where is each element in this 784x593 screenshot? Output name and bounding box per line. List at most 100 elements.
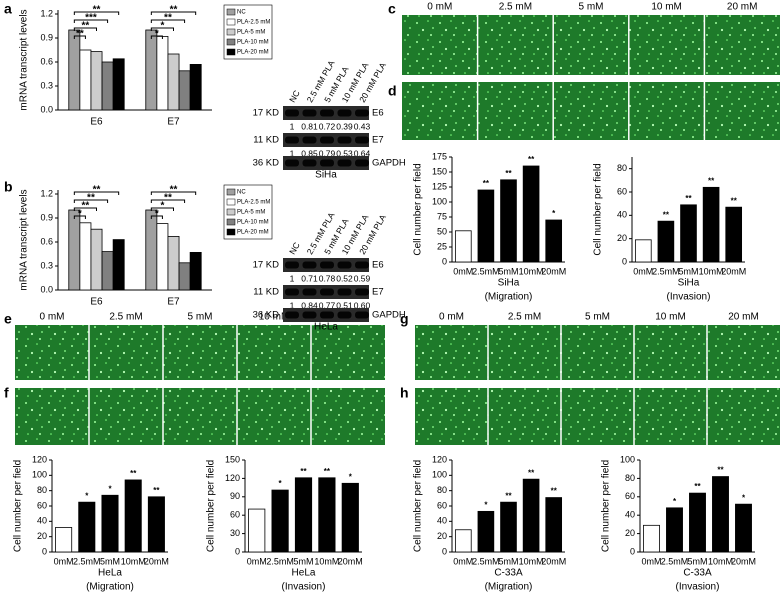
y-tick-label: 120 xyxy=(432,454,447,464)
band-ratio: 0.59 xyxy=(354,273,371,283)
y-tick-label: 75 xyxy=(437,211,447,221)
bar xyxy=(318,477,336,553)
significance-label: * xyxy=(673,497,677,506)
band-ratio: 0.84 xyxy=(301,300,318,310)
panel-letter: g xyxy=(400,311,409,327)
x-tick-label: 10mM xyxy=(519,556,544,566)
legend-label: NC xyxy=(237,10,246,16)
lane-label: NC xyxy=(287,88,302,104)
y-tick-label: 0.6 xyxy=(40,56,53,66)
x-tick-label: 0mM xyxy=(54,556,74,566)
bar xyxy=(725,206,743,263)
micrograph-row xyxy=(415,388,780,445)
blot-band xyxy=(337,261,352,269)
y-axis-label: Cell number per field xyxy=(593,163,604,255)
column-label: 10 mM xyxy=(655,312,686,323)
bar xyxy=(68,29,81,111)
blot-band xyxy=(285,109,299,117)
band-ratio: 1 xyxy=(290,300,295,310)
x-tick-label: 5mM xyxy=(294,556,314,566)
y-tick-label: 80 xyxy=(437,485,447,495)
significance-label: * xyxy=(160,21,164,32)
bar xyxy=(341,482,359,553)
blot-band xyxy=(320,109,334,117)
blot-band xyxy=(302,311,317,319)
legend-label: PLA-5 mM xyxy=(237,210,265,216)
x-tick-label: 0mM xyxy=(453,556,473,566)
chart-caption: (Migration) xyxy=(485,292,533,303)
significance-label: * xyxy=(552,209,556,218)
significance-bracket xyxy=(150,207,174,211)
legend-swatch xyxy=(226,198,236,206)
column-label: 5 mM xyxy=(585,312,610,323)
x-tick-label: 2.5mM xyxy=(73,556,101,566)
bar xyxy=(101,61,114,111)
bar xyxy=(156,36,169,111)
significance-label: ** xyxy=(76,29,84,40)
blot-band xyxy=(302,136,317,144)
y-axis-label: mRNA transcript levels xyxy=(19,189,30,290)
x-tick-label: 5mM xyxy=(688,556,708,566)
significance-label: * xyxy=(108,484,112,493)
bar xyxy=(147,496,165,553)
legend-label: PLA-2.5 mM xyxy=(237,200,270,206)
x-tick-label: 5mM xyxy=(100,556,120,566)
bar xyxy=(79,49,92,111)
chart-caption: (Invasion) xyxy=(676,582,720,593)
protein-name: E6 xyxy=(372,260,384,271)
significance-label: * xyxy=(484,500,488,509)
significance-bracket xyxy=(150,19,186,23)
x-axis-label: C-33A xyxy=(494,568,523,579)
column-label: 20 mM xyxy=(727,2,758,13)
column-label: 5 mM xyxy=(579,2,604,13)
legend-label: PLA-5 mM xyxy=(237,30,265,36)
significance-bracket xyxy=(73,19,109,23)
x-tick-label: 5mM xyxy=(679,266,699,276)
bar xyxy=(156,223,169,291)
blot-band xyxy=(302,159,317,167)
significance-label: ** xyxy=(93,185,101,196)
bar xyxy=(545,497,563,553)
column-label: 2.5 mM xyxy=(508,312,541,323)
y-axis-label: Cell number per field xyxy=(413,163,424,255)
column-label: 20 mM xyxy=(728,312,759,323)
blot-band xyxy=(355,159,369,167)
significance-label: ** xyxy=(731,196,738,205)
band-ratio: 0.72 xyxy=(319,121,336,131)
bar xyxy=(248,508,266,553)
significance-bracket xyxy=(150,199,186,203)
micrograph-row xyxy=(15,388,385,445)
significance-bracket xyxy=(150,35,163,39)
x-tick-label: 2.5mM xyxy=(266,556,294,566)
significance-label: * xyxy=(279,479,283,488)
micrograph-row xyxy=(402,82,780,140)
band-ratio: 0.85 xyxy=(301,148,318,158)
blot-band xyxy=(355,136,369,144)
y-tick-label: 100 xyxy=(620,454,635,464)
bar xyxy=(643,524,660,553)
blot-band xyxy=(285,311,299,319)
band-ratio: 0.52 xyxy=(336,273,353,283)
column-label: 10 mM xyxy=(651,2,682,13)
y-tick-label: 40 xyxy=(37,516,47,526)
x-axis-label: SiHa xyxy=(678,278,700,289)
band-ratio: 1 xyxy=(290,121,295,131)
x-tick-label: 10mM xyxy=(121,556,146,566)
significance-label: ** xyxy=(300,467,307,476)
legend-swatch xyxy=(226,228,236,236)
bar xyxy=(90,228,103,291)
bar xyxy=(294,477,313,553)
band-ratio: 0.60 xyxy=(354,300,371,310)
bar xyxy=(78,501,96,553)
y-tick-label: 0.0 xyxy=(40,284,53,294)
blot-band xyxy=(320,311,334,319)
legend-swatch xyxy=(226,188,236,196)
bar xyxy=(454,230,472,263)
legend-swatch xyxy=(226,208,236,216)
band-ratio: 0.81 xyxy=(301,121,318,131)
x-tick-label: 10mM xyxy=(699,266,724,276)
x-tick-label: E7 xyxy=(167,117,180,128)
band-ratio: 0.43 xyxy=(354,121,371,131)
bar xyxy=(500,501,517,553)
significance-label: ** xyxy=(528,468,535,477)
